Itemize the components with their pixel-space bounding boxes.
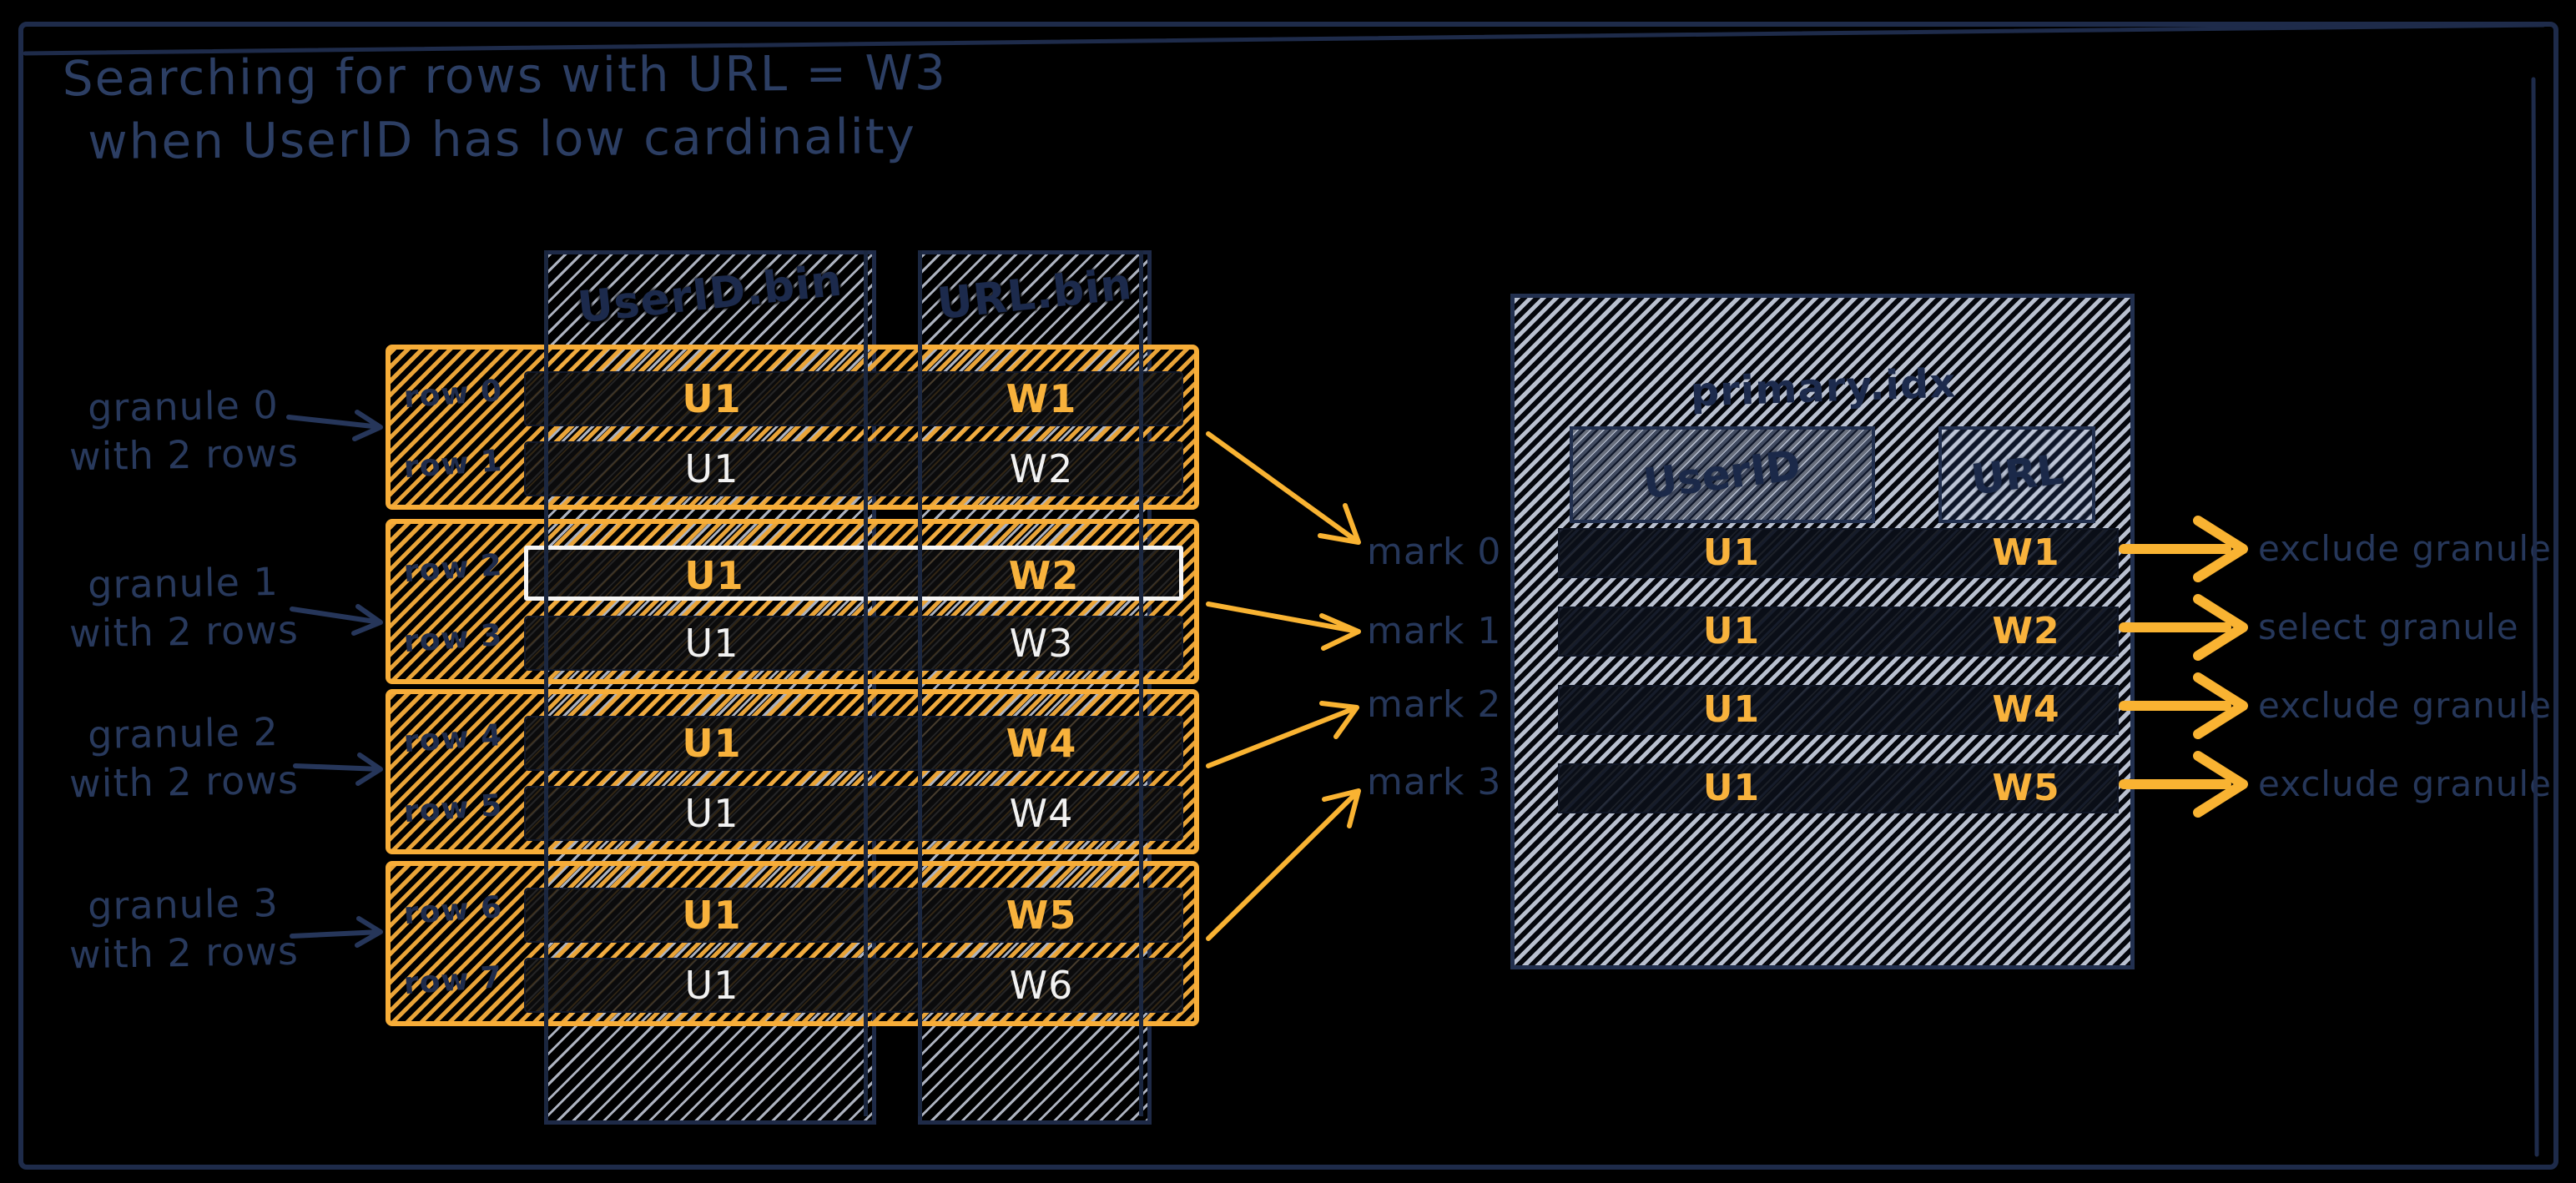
row-label: row 0: [402, 374, 504, 415]
column-border-line: [918, 250, 922, 1116]
userid-value: U1: [1702, 688, 1761, 731]
row-label: row 1: [402, 444, 504, 486]
column-border-line: [864, 250, 868, 1116]
data-row: U1 W6: [524, 958, 1183, 1013]
userid-value: U1: [682, 376, 742, 421]
granule-label-line: with 2 rows: [68, 928, 300, 978]
granule-label-line: with 2 rows: [68, 430, 300, 480]
mark-2-label: mark 2: [1367, 683, 1502, 726]
data-row: U1 W1: [524, 371, 1183, 426]
row-label: row 4: [402, 718, 504, 760]
mark-3-label: mark 3: [1367, 761, 1502, 803]
data-row: U1 W2: [524, 441, 1183, 496]
primary-userid-header-text: UserID: [1641, 440, 1804, 509]
granule-label-line: granule 1: [87, 559, 280, 607]
granule-3: row 6 row 7 U1 W5 U1 W6: [386, 861, 1199, 1026]
url-value: W1: [1992, 531, 2060, 574]
userid-value: U1: [682, 893, 742, 938]
primary-index-table: primary.idx UserID URL U1 W1 U1 W2 U1 W4…: [1510, 294, 2135, 969]
row-label: row 5: [402, 788, 504, 830]
primary-index-row: U1 W1: [1558, 528, 2119, 578]
url-value: W2: [1008, 553, 1080, 598]
url-value: W4: [1992, 688, 2060, 731]
userid-value: U1: [684, 446, 739, 491]
primary-url-header: URL: [1938, 426, 2095, 523]
highlighted-data-row: U1 W2: [524, 546, 1183, 601]
granule-label-line: with 2 rows: [68, 607, 300, 657]
data-row: U1 W4: [524, 716, 1183, 771]
granule-1-label: granule 1 with 2 rows: [49, 556, 318, 658]
granule-2: row 4 row 5 U1 W4 U1 W4: [386, 689, 1199, 854]
primary-url-header-text: URL: [1968, 445, 2066, 505]
granule-label-line: granule 2: [87, 709, 280, 758]
column-border-line: [544, 250, 548, 1116]
row-label: row 6: [402, 890, 504, 932]
userid-value: U1: [684, 621, 739, 666]
primary-index-row: U1 W4: [1558, 685, 2119, 735]
row-label: row 7: [402, 960, 504, 1002]
url-value: W3: [1009, 621, 1074, 666]
url-value: W2: [1992, 610, 2060, 652]
userid-value: U1: [682, 721, 742, 766]
url-value: W6: [1009, 963, 1074, 1008]
granule-label-line: granule 0: [87, 382, 280, 430]
primary-index-row: U1 W5: [1558, 763, 2119, 813]
userid-value: U1: [1702, 610, 1761, 652]
data-row: U1 W3: [524, 616, 1183, 671]
primary-index-row: U1 W2: [1558, 607, 2119, 657]
granule-label-line: with 2 rows: [68, 757, 300, 807]
diagram-title: Searching for rows with URL = W3 when Us…: [62, 40, 1064, 174]
row-label: row 3: [402, 618, 504, 660]
granule-0-label: granule 0 with 2 rows: [49, 380, 318, 481]
title-line-2: when UserID has low cardinality: [88, 108, 917, 170]
url-bin-header: URL.bin: [935, 259, 1135, 330]
url-value: W4: [1009, 791, 1074, 836]
url-value: W5: [1992, 767, 2060, 809]
url-value: W5: [1006, 893, 1077, 938]
granule-label-line: granule 3: [87, 880, 280, 929]
row-label: row 2: [402, 548, 504, 590]
url-value: W2: [1009, 446, 1074, 491]
primary-userid-header: UserID: [1570, 426, 1875, 523]
granule-0: row 0 row 1 U1 W1 U1 W2: [386, 345, 1199, 510]
primary-index-title: primary.idx: [1689, 360, 1958, 416]
action-label-0: exclude granule: [2258, 528, 2552, 569]
url-value: W1: [1006, 376, 1077, 421]
mark-0-label: mark 0: [1367, 531, 1502, 573]
userid-value: U1: [684, 553, 744, 598]
granule-2-label: granule 2 with 2 rows: [49, 707, 318, 808]
granule-1: row 2 row 3 U1 W2 U1 W3: [386, 519, 1199, 684]
data-row: U1 W5: [524, 888, 1183, 943]
column-border-line: [1139, 250, 1143, 1116]
title-line-1: Searching for rows with URL = W3: [62, 43, 947, 108]
mark-1-label: mark 1: [1367, 610, 1502, 652]
action-label-1: select granule: [2258, 607, 2519, 647]
url-value: W4: [1006, 721, 1077, 766]
granule-3-label: granule 3 with 2 rows: [49, 878, 318, 979]
action-label-3: exclude granule: [2258, 763, 2552, 804]
userid-bin-header: UserID.bin: [575, 255, 845, 334]
userid-value: U1: [1702, 767, 1761, 809]
action-label-2: exclude granule: [2258, 685, 2552, 726]
data-row: U1 W4: [524, 786, 1183, 841]
userid-value: U1: [684, 791, 739, 836]
userid-value: U1: [684, 963, 739, 1008]
userid-value: U1: [1702, 531, 1761, 574]
